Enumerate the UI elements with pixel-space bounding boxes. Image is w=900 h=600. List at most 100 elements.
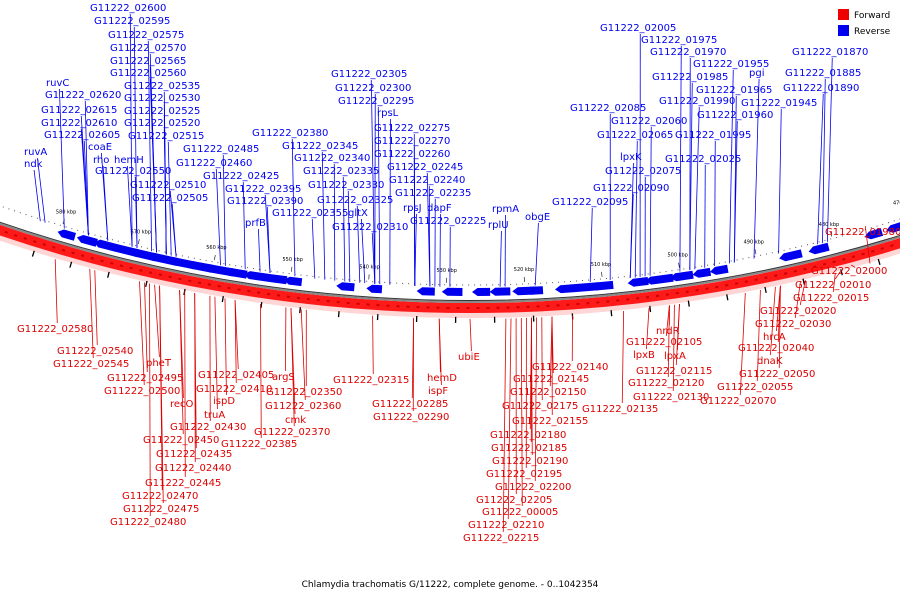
map-caption: Chlamydia trachomatis G/11222, complete …	[302, 580, 599, 590]
kbp-tick-label: 580 kbp	[56, 209, 76, 215]
forward-leader-line	[438, 318, 442, 386]
reverse-gene-label: G11222_01985	[652, 72, 728, 83]
kbp-tick	[830, 231, 833, 237]
forward-leader-line	[832, 272, 836, 293]
reverse-leader-line	[439, 213, 441, 287]
forward-gene-label: G11222_02010	[795, 280, 871, 291]
forward-gene-label: ispD	[213, 396, 235, 407]
reverse-leader-line	[311, 218, 316, 279]
forward-leader-line	[179, 289, 184, 435]
forward-leader-line	[154, 284, 160, 358]
kbp-tick	[214, 255, 216, 261]
forward-gene-label: G11222_02070	[700, 396, 776, 407]
forward-gene-label: G11222_02495	[107, 373, 183, 384]
outer-tick	[802, 278, 805, 285]
label-leader-lines	[33, 13, 871, 533]
forward-leader-line	[224, 298, 227, 396]
legend-swatch	[838, 25, 849, 36]
reverse-gene-label: G11222_02335	[303, 166, 379, 177]
forward-gene-label: G11222_02500	[104, 386, 180, 397]
forward-leader-line	[756, 289, 761, 382]
forward-gene-label: G11222_02215	[463, 533, 539, 544]
reverse-gene-label: G11222_02060	[611, 116, 687, 127]
reverse-gene-label: G11222_02225	[410, 216, 486, 227]
reverse-leader-line	[694, 106, 700, 270]
reverse-gene-arrow	[555, 284, 574, 294]
outer-tick	[31, 250, 35, 257]
reverse-leader-line	[342, 176, 346, 282]
reverse-gene-label: G11222_01885	[785, 68, 861, 79]
reverse-leader-line	[729, 69, 734, 264]
reverse-leader-line	[134, 176, 138, 248]
reverse-gene-label: G11222_02310	[332, 222, 408, 233]
forward-gene-label: G11222_02190	[492, 456, 568, 467]
reverse-gene-label: G11222_01990	[659, 96, 735, 107]
kbp-tick	[678, 262, 680, 268]
forward-gene-label: G11222_02145	[513, 374, 589, 385]
reverse-gene-label: G11222_02615	[41, 105, 117, 116]
reverse-leader-line	[321, 151, 326, 280]
reverse-gene-arrow	[130, 248, 157, 262]
reverse-gene-label: G11222_02295	[338, 96, 414, 107]
forward-leader-line	[372, 315, 374, 375]
reverse-leader-line	[333, 163, 336, 281]
forward-gene-label: G11222_02180	[490, 430, 566, 441]
forward-leader-line	[149, 283, 151, 517]
forward-leader-line	[469, 318, 472, 352]
reverse-gene-label: dapF	[427, 203, 452, 214]
backbone	[0, 222, 900, 303]
kbp-tick-label: 480 kbp	[819, 222, 839, 228]
reverse-gene-arrow	[110, 244, 140, 258]
reverse-gene-label: G11222_02575	[108, 30, 184, 41]
reverse-gene-label: G11222_02235	[395, 188, 471, 199]
reverse-leader-line	[147, 40, 152, 252]
reverse-gene-label: G11222_02325	[317, 195, 393, 206]
forward-gene-label: cmk	[285, 415, 306, 426]
reverse-leader-line	[634, 140, 638, 278]
forward-gene-label: G11222_02290	[373, 412, 449, 423]
outer-tick	[877, 258, 881, 265]
reverse-gene-label: G11222_02535	[124, 81, 200, 92]
reverse-gene-arrow	[187, 261, 213, 273]
forward-leader-line	[534, 317, 537, 482]
forward-gene-label: G11222_02130	[633, 392, 709, 403]
reverse-gene-label: G11222_02550	[95, 166, 171, 177]
forward-gene-label: G11222_02360	[265, 401, 341, 412]
reverse-leader-line	[589, 207, 593, 283]
reverse-gene-label: G11222_02525	[124, 106, 200, 117]
kbp-tick-label: 560 kbp	[206, 245, 226, 251]
reverse-gene-label: pgi	[749, 68, 764, 79]
reverse-leader-line	[102, 165, 109, 241]
outer-tick	[687, 300, 690, 307]
reverse-gene-label: obgE	[525, 212, 550, 223]
forward-leader-line	[184, 290, 186, 478]
reverse-gene-label: G11222_02270	[374, 136, 450, 147]
reverse-gene-arrow	[366, 284, 383, 294]
forward-leader-line	[794, 281, 801, 319]
forward-gene-label: G11222_02440	[155, 463, 231, 474]
forward-leader-line	[834, 271, 841, 280]
kbp-tick-label: 530 kbp	[437, 268, 457, 274]
reverse-gene-label: G11222_02260	[374, 149, 450, 160]
forward-gene-label: G11222_02020	[760, 306, 836, 317]
ring-halo	[0, 234, 900, 318]
reverse-gene-arrow	[692, 267, 712, 278]
outer-tick	[145, 280, 148, 287]
reverse-gene-label: G11222_01870	[792, 47, 868, 58]
forward-gene-label: G11222_02435	[156, 449, 232, 460]
reverse-gene-label: G11222_02510	[130, 180, 206, 191]
outer-tick	[649, 305, 652, 312]
reverse-leader-line	[133, 26, 138, 248]
forward-gene-label: G11222_02200	[495, 482, 571, 493]
reverse-gene-arrow	[645, 273, 674, 285]
reverse-gene-arrows	[57, 222, 900, 296]
reverse-leader-line	[83, 140, 89, 236]
reverse-gene-arrow	[567, 282, 599, 293]
reverse-leader-line	[822, 78, 826, 244]
reverse-leader-line	[679, 45, 682, 272]
reverse-gene-label: hemH	[114, 155, 144, 166]
reverse-gene-arrow	[710, 264, 729, 275]
reverse-gene-label: G11222_02620	[45, 90, 121, 101]
reverse-leader-line	[84, 100, 89, 236]
kbp-tick	[291, 266, 293, 272]
